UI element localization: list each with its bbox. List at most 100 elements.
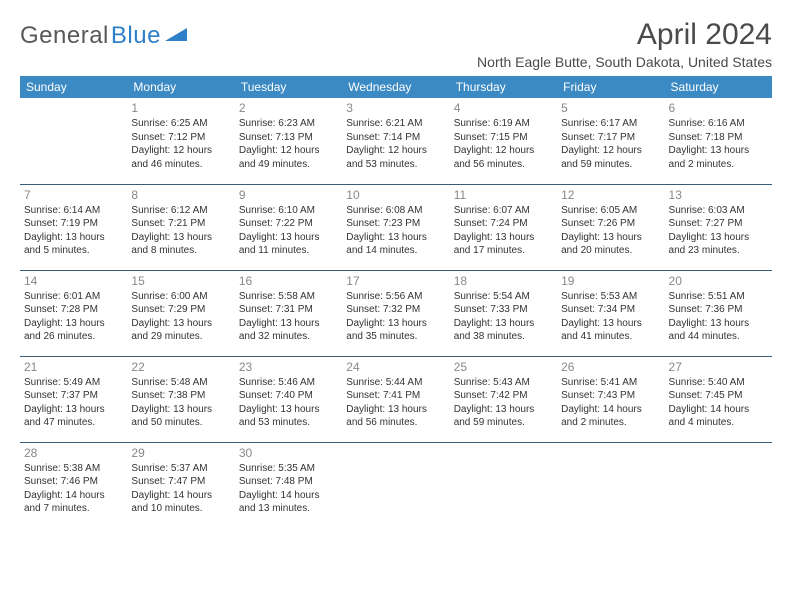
daylight-line: Daylight: 13 hours and 29 minutes. — [131, 317, 230, 344]
calendar-cell: 20Sunrise: 5:51 AMSunset: 7:36 PMDayligh… — [665, 270, 772, 356]
logo-text-blue: Blue — [111, 22, 161, 50]
calendar-cell: 22Sunrise: 5:48 AMSunset: 7:38 PMDayligh… — [127, 356, 234, 442]
calendar-table: SundayMondayTuesdayWednesdayThursdayFrid… — [20, 76, 772, 528]
calendar-cell: 3Sunrise: 6:21 AMSunset: 7:14 PMDaylight… — [342, 98, 449, 184]
day-number: 30 — [239, 445, 338, 462]
day-number: 9 — [239, 187, 338, 204]
calendar-cell — [450, 442, 557, 528]
sunrise-line: Sunrise: 5:46 AM — [239, 376, 338, 390]
daylight-line: Daylight: 13 hours and 50 minutes. — [131, 403, 230, 430]
sunrise-line: Sunrise: 6:17 AM — [561, 117, 660, 131]
calendar-cell: 30Sunrise: 5:35 AMSunset: 7:48 PMDayligh… — [235, 442, 342, 528]
day-number: 27 — [669, 359, 768, 376]
calendar-cell: 8Sunrise: 6:12 AMSunset: 7:21 PMDaylight… — [127, 184, 234, 270]
page-subtitle: North Eagle Butte, South Dakota, United … — [477, 54, 772, 70]
sunrise-line: Sunrise: 6:14 AM — [24, 204, 123, 218]
logo-triangle-icon — [165, 26, 187, 47]
calendar-cell: 15Sunrise: 6:00 AMSunset: 7:29 PMDayligh… — [127, 270, 234, 356]
daylight-line: Daylight: 13 hours and 44 minutes. — [669, 317, 768, 344]
calendar-cell: 23Sunrise: 5:46 AMSunset: 7:40 PMDayligh… — [235, 356, 342, 442]
calendar-cell: 17Sunrise: 5:56 AMSunset: 7:32 PMDayligh… — [342, 270, 449, 356]
calendar-row: 1Sunrise: 6:25 AMSunset: 7:12 PMDaylight… — [20, 98, 772, 184]
sunrise-line: Sunrise: 5:37 AM — [131, 462, 230, 476]
sunrise-line: Sunrise: 6:21 AM — [346, 117, 445, 131]
sunset-line: Sunset: 7:33 PM — [454, 303, 553, 317]
daylight-line: Daylight: 14 hours and 4 minutes. — [669, 403, 768, 430]
sunset-line: Sunset: 7:40 PM — [239, 389, 338, 403]
daylight-line: Daylight: 13 hours and 17 minutes. — [454, 231, 553, 258]
sunset-line: Sunset: 7:24 PM — [454, 217, 553, 231]
day-number: 8 — [131, 187, 230, 204]
sunset-line: Sunset: 7:43 PM — [561, 389, 660, 403]
calendar-cell: 14Sunrise: 6:01 AMSunset: 7:28 PMDayligh… — [20, 270, 127, 356]
logo: GeneralBlue — [20, 18, 187, 50]
day-number: 12 — [561, 187, 660, 204]
day-number: 25 — [454, 359, 553, 376]
calendar-cell: 19Sunrise: 5:53 AMSunset: 7:34 PMDayligh… — [557, 270, 664, 356]
sunset-line: Sunset: 7:45 PM — [669, 389, 768, 403]
calendar-cell: 29Sunrise: 5:37 AMSunset: 7:47 PMDayligh… — [127, 442, 234, 528]
day-number: 26 — [561, 359, 660, 376]
sunrise-line: Sunrise: 5:38 AM — [24, 462, 123, 476]
sunrise-line: Sunrise: 6:08 AM — [346, 204, 445, 218]
daylight-line: Daylight: 13 hours and 20 minutes. — [561, 231, 660, 258]
sunset-line: Sunset: 7:17 PM — [561, 131, 660, 145]
sunset-line: Sunset: 7:18 PM — [669, 131, 768, 145]
calendar-cell: 2Sunrise: 6:23 AMSunset: 7:13 PMDaylight… — [235, 98, 342, 184]
sunrise-line: Sunrise: 6:03 AM — [669, 204, 768, 218]
calendar-cell: 10Sunrise: 6:08 AMSunset: 7:23 PMDayligh… — [342, 184, 449, 270]
calendar-cell: 25Sunrise: 5:43 AMSunset: 7:42 PMDayligh… — [450, 356, 557, 442]
sunrise-line: Sunrise: 6:16 AM — [669, 117, 768, 131]
daylight-line: Daylight: 12 hours and 46 minutes. — [131, 144, 230, 171]
sunrise-line: Sunrise: 5:40 AM — [669, 376, 768, 390]
calendar-cell: 12Sunrise: 6:05 AMSunset: 7:26 PMDayligh… — [557, 184, 664, 270]
sunset-line: Sunset: 7:31 PM — [239, 303, 338, 317]
day-number: 6 — [669, 100, 768, 117]
daylight-line: Daylight: 13 hours and 32 minutes. — [239, 317, 338, 344]
day-number: 19 — [561, 273, 660, 290]
daylight-line: Daylight: 13 hours and 35 minutes. — [346, 317, 445, 344]
sunset-line: Sunset: 7:47 PM — [131, 475, 230, 489]
sunrise-line: Sunrise: 5:54 AM — [454, 290, 553, 304]
day-number: 5 — [561, 100, 660, 117]
day-number: 4 — [454, 100, 553, 117]
calendar-cell: 11Sunrise: 6:07 AMSunset: 7:24 PMDayligh… — [450, 184, 557, 270]
calendar-cell: 5Sunrise: 6:17 AMSunset: 7:17 PMDaylight… — [557, 98, 664, 184]
daylight-line: Daylight: 13 hours and 8 minutes. — [131, 231, 230, 258]
daylight-line: Daylight: 13 hours and 41 minutes. — [561, 317, 660, 344]
daylight-line: Daylight: 14 hours and 2 minutes. — [561, 403, 660, 430]
calendar-row: 14Sunrise: 6:01 AMSunset: 7:28 PMDayligh… — [20, 270, 772, 356]
page-title: April 2024 — [477, 18, 772, 52]
sunrise-line: Sunrise: 5:43 AM — [454, 376, 553, 390]
day-header: Thursday — [450, 76, 557, 98]
calendar-body: 1Sunrise: 6:25 AMSunset: 7:12 PMDaylight… — [20, 98, 772, 528]
daylight-line: Daylight: 13 hours and 38 minutes. — [454, 317, 553, 344]
sunrise-line: Sunrise: 5:49 AM — [24, 376, 123, 390]
calendar-row: 7Sunrise: 6:14 AMSunset: 7:19 PMDaylight… — [20, 184, 772, 270]
day-number: 22 — [131, 359, 230, 376]
sunrise-line: Sunrise: 6:19 AM — [454, 117, 553, 131]
sunrise-line: Sunrise: 6:07 AM — [454, 204, 553, 218]
sunrise-line: Sunrise: 6:00 AM — [131, 290, 230, 304]
day-number: 18 — [454, 273, 553, 290]
sunset-line: Sunset: 7:19 PM — [24, 217, 123, 231]
sunrise-line: Sunrise: 5:56 AM — [346, 290, 445, 304]
daylight-line: Daylight: 14 hours and 10 minutes. — [131, 489, 230, 516]
daylight-line: Daylight: 13 hours and 59 minutes. — [454, 403, 553, 430]
calendar-cell: 9Sunrise: 6:10 AMSunset: 7:22 PMDaylight… — [235, 184, 342, 270]
sunset-line: Sunset: 7:42 PM — [454, 389, 553, 403]
sunrise-line: Sunrise: 6:05 AM — [561, 204, 660, 218]
daylight-line: Daylight: 13 hours and 14 minutes. — [346, 231, 445, 258]
sunset-line: Sunset: 7:48 PM — [239, 475, 338, 489]
day-number: 2 — [239, 100, 338, 117]
daylight-line: Daylight: 13 hours and 56 minutes. — [346, 403, 445, 430]
calendar-cell: 21Sunrise: 5:49 AMSunset: 7:37 PMDayligh… — [20, 356, 127, 442]
day-number: 17 — [346, 273, 445, 290]
daylight-line: Daylight: 12 hours and 49 minutes. — [239, 144, 338, 171]
calendar-cell: 27Sunrise: 5:40 AMSunset: 7:45 PMDayligh… — [665, 356, 772, 442]
sunset-line: Sunset: 7:13 PM — [239, 131, 338, 145]
daylight-line: Daylight: 13 hours and 5 minutes. — [24, 231, 123, 258]
sunset-line: Sunset: 7:41 PM — [346, 389, 445, 403]
calendar-head: SundayMondayTuesdayWednesdayThursdayFrid… — [20, 76, 772, 98]
day-number: 14 — [24, 273, 123, 290]
